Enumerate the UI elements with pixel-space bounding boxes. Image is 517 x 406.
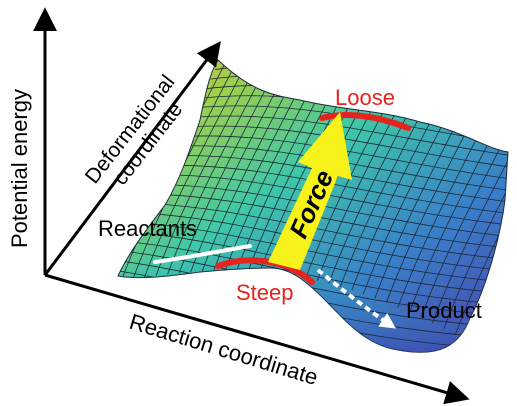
reactant-path-arrow bbox=[153, 244, 252, 264]
loose-label: Loose bbox=[335, 85, 395, 110]
product-path-arrow bbox=[316, 268, 396, 329]
steep-curve bbox=[215, 257, 315, 285]
reactants-label: Reactants bbox=[98, 216, 197, 241]
vertical-axis-label: Potential energy bbox=[7, 89, 32, 248]
mesh-line bbox=[153, 193, 508, 253]
force-arrow bbox=[268, 112, 352, 270]
depth-axis bbox=[43, 41, 221, 276]
mesh-line bbox=[176, 145, 508, 199]
mesh-line bbox=[191, 115, 508, 166]
steep-label: Steep bbox=[236, 280, 294, 305]
mesh-line bbox=[148, 203, 508, 264]
mesh-line bbox=[181, 135, 508, 188]
horizontal-axis-label: Reaction coordinate bbox=[127, 309, 321, 390]
mesh-line bbox=[443, 98, 508, 329]
mesh-line bbox=[420, 87, 508, 318]
mesh-line bbox=[432, 92, 508, 324]
loose-curve bbox=[319, 112, 411, 131]
axes bbox=[33, 7, 470, 405]
mesh-line bbox=[186, 125, 508, 177]
product-label: Product bbox=[406, 298, 482, 323]
horizontal-axis bbox=[44, 273, 470, 405]
